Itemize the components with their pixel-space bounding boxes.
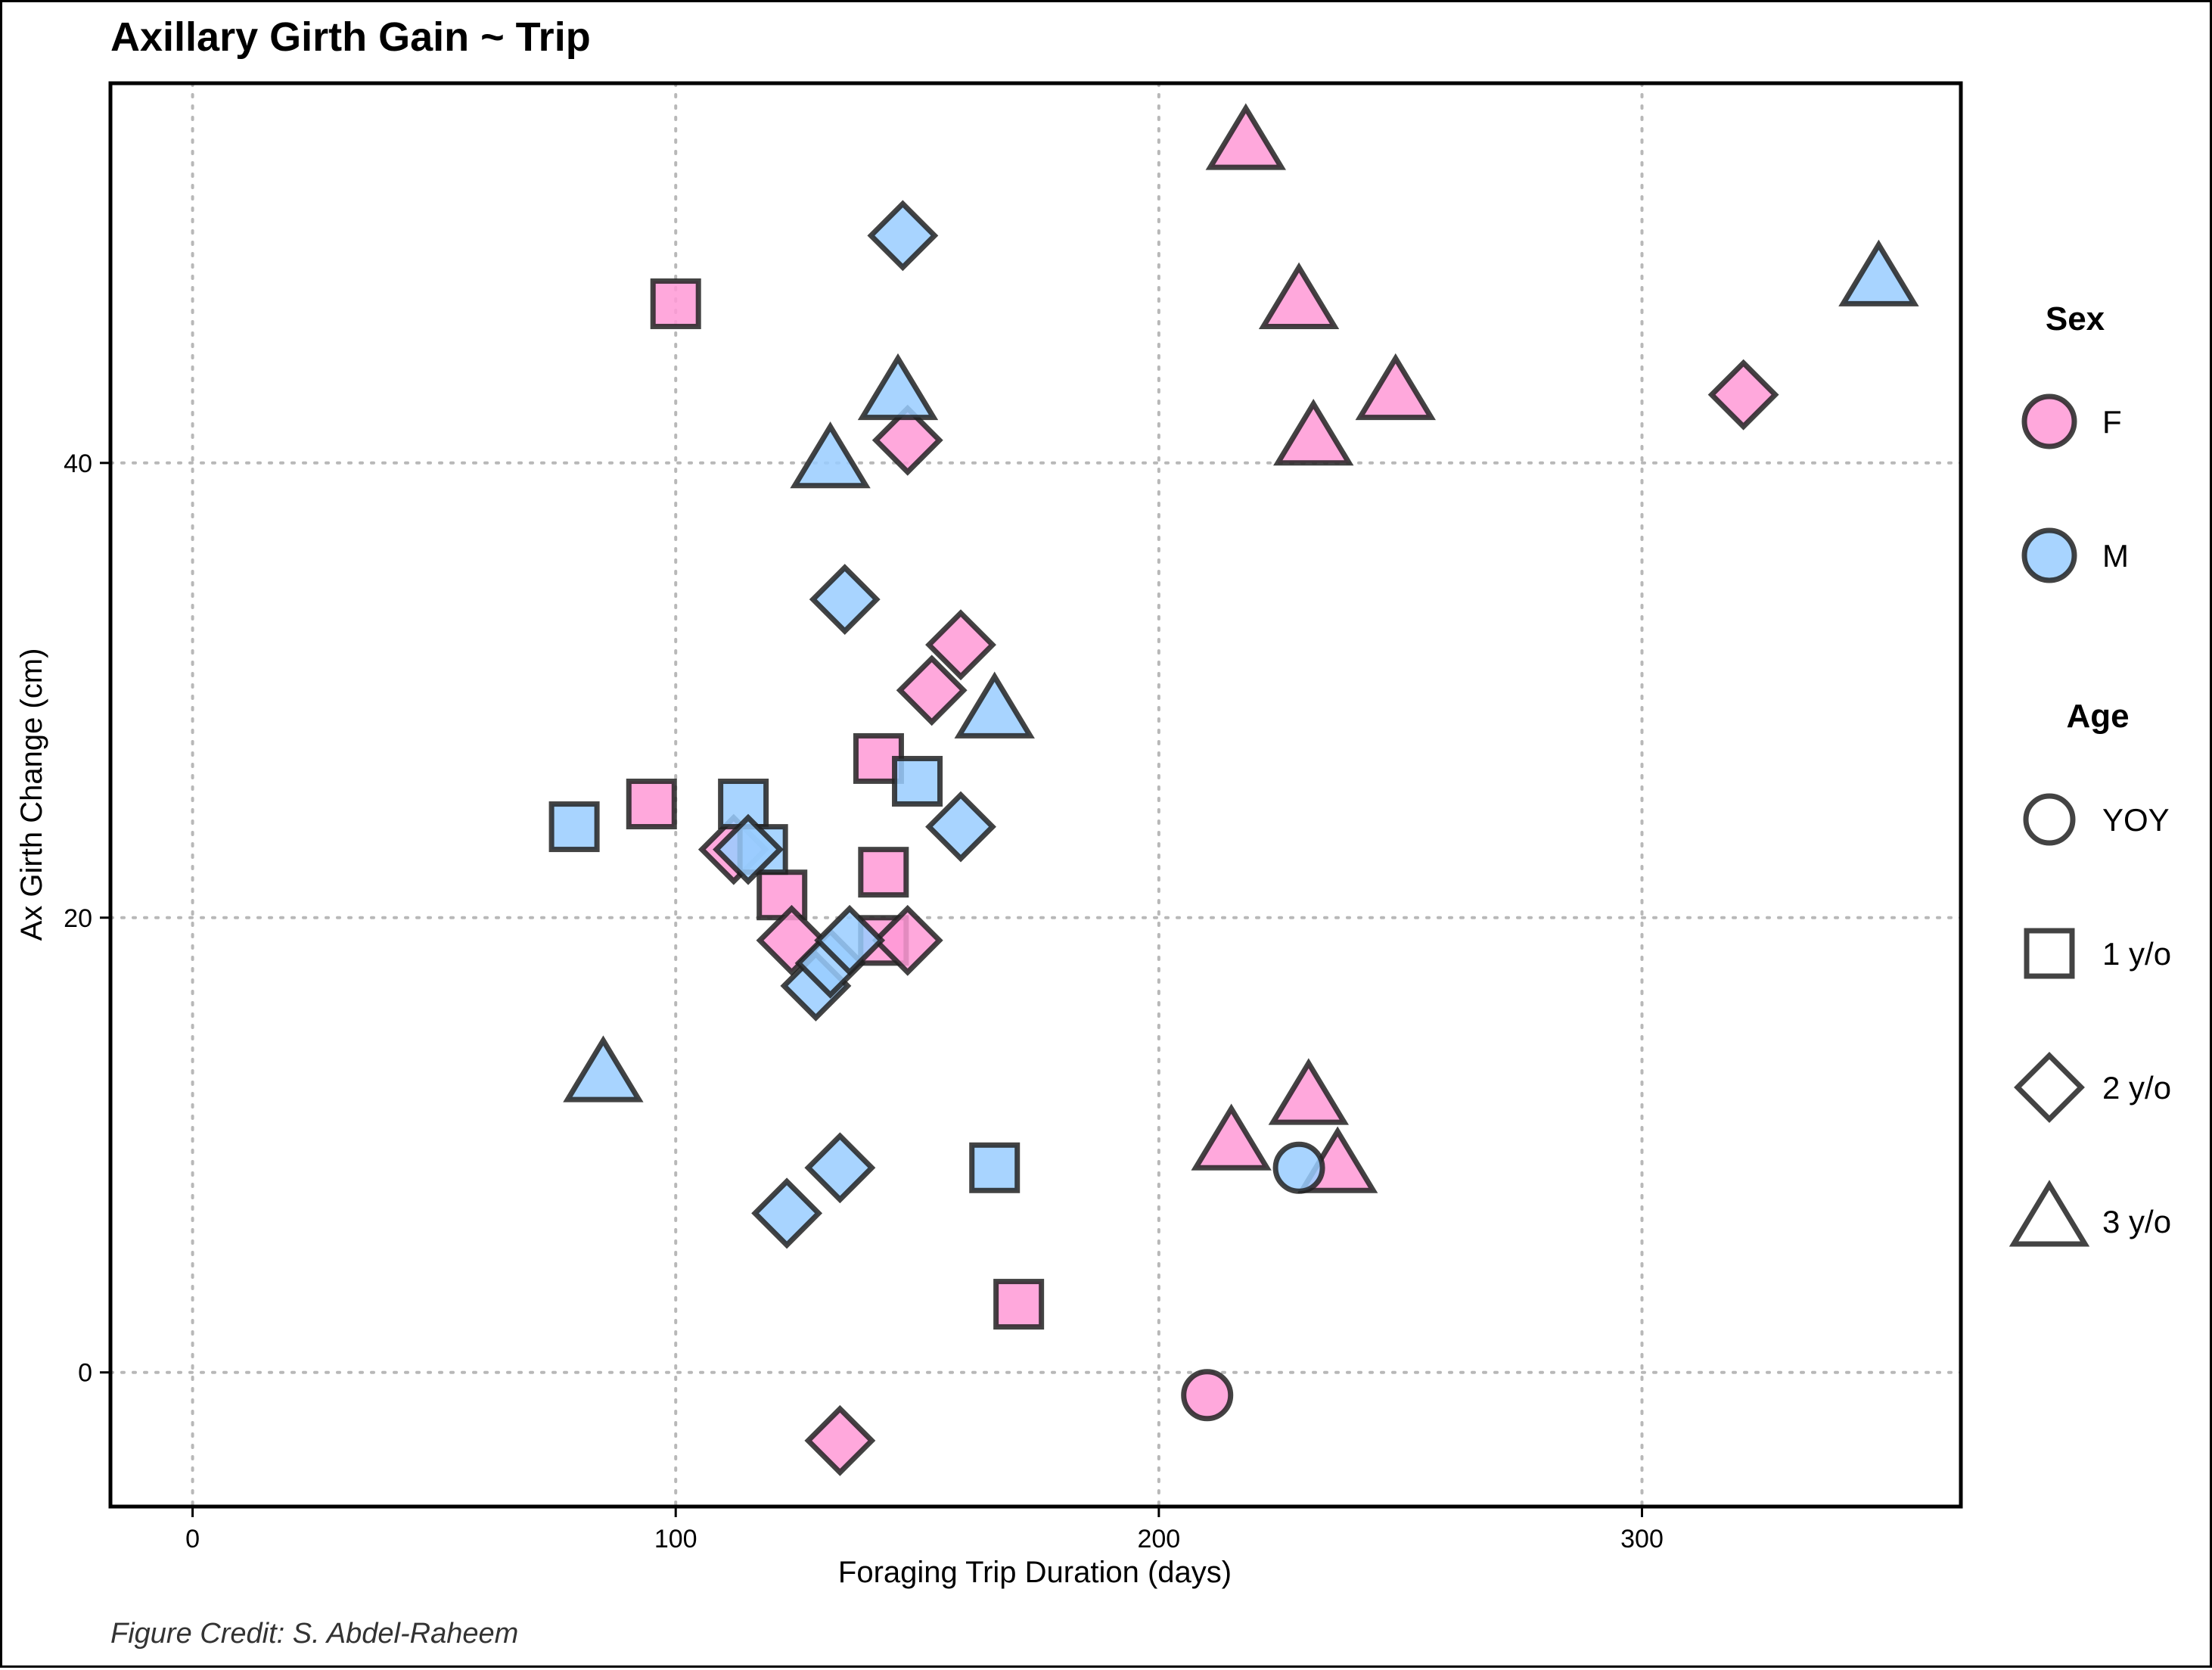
x-axis-title: Foraging Trip Duration (days)	[838, 1556, 1232, 1589]
data-point	[751, 1177, 823, 1249]
legend-age-key	[2024, 928, 2075, 979]
data-point	[1355, 353, 1436, 421]
data-point	[954, 671, 1035, 739]
legend-age-entries: YOY 1 y/o 2 y/o 3 y/o	[2009, 793, 2171, 1247]
data-point	[626, 779, 677, 830]
data-point	[650, 278, 701, 329]
data-point	[867, 200, 939, 272]
legend-age-label: 3 y/o	[2102, 1204, 2171, 1239]
x-tick-label: 300	[1620, 1525, 1664, 1553]
data-point	[871, 904, 943, 976]
legend-age-key	[2009, 1180, 2090, 1247]
y-axis: 0 20 40	[64, 449, 110, 1388]
data-point	[1258, 262, 1340, 329]
data-point	[871, 404, 943, 476]
legend-sex-label: M	[2102, 538, 2129, 574]
legend-sex-key	[2021, 527, 2077, 583]
y-tick-label: 20	[64, 904, 92, 933]
data-point	[858, 847, 909, 898]
data-point	[925, 791, 996, 863]
y-tick-label: 0	[78, 1359, 92, 1388]
legend-age-title: Age	[2066, 698, 2129, 735]
data-point	[1191, 1103, 1272, 1171]
data-point	[548, 801, 600, 853]
data-point	[1181, 1369, 1234, 1422]
x-tick-label: 200	[1137, 1525, 1180, 1553]
data-point	[809, 564, 881, 636]
x-tick-label: 0	[185, 1525, 200, 1553]
y-axis-title: Ax Girth Change (cm)	[15, 648, 48, 941]
legend-sex-title: Sex	[2046, 300, 2105, 337]
data-point	[1707, 359, 1779, 431]
x-tick-label: 100	[654, 1525, 697, 1553]
data-point	[790, 421, 871, 489]
legend-age-label: 1 y/o	[2102, 936, 2171, 972]
chart-title: Axillary Girth Gain ~ Trip	[110, 14, 591, 60]
legend-sex-key	[2021, 393, 2077, 449]
data-point	[1272, 1141, 1325, 1194]
data-point	[756, 869, 808, 921]
data-point	[804, 1404, 876, 1476]
data-point	[1838, 239, 1919, 306]
legend-age-key	[2014, 1052, 2085, 1123]
legend-sex-label: F	[2102, 404, 2122, 440]
data-point	[857, 353, 939, 421]
data-point	[814, 904, 886, 976]
data-point	[804, 1132, 876, 1204]
data-point	[925, 609, 996, 681]
legend-sex-entries: FM	[2021, 393, 2129, 583]
data-point	[563, 1035, 644, 1102]
data-point	[713, 813, 784, 885]
data-point	[892, 755, 943, 807]
data-point	[993, 1279, 1045, 1330]
data-point	[969, 1142, 1021, 1193]
y-tick-label: 40	[64, 449, 92, 478]
data-point	[1273, 398, 1354, 466]
data-points	[548, 103, 1919, 1476]
plot-panel-border	[108, 81, 1963, 1509]
legend-age-label: 2 y/o	[2102, 1070, 2171, 1106]
legend-age-label: YOY	[2102, 802, 2170, 838]
data-point	[1268, 1058, 1350, 1125]
data-point	[896, 655, 968, 726]
data-point	[718, 779, 769, 830]
x-axis: 0 100 200 300	[185, 1507, 1664, 1553]
legend-age-key	[2023, 793, 2076, 846]
figure-credit: Figure Credit: S. Abdel-Raheem	[110, 1618, 518, 1650]
data-point	[1205, 103, 1287, 170]
